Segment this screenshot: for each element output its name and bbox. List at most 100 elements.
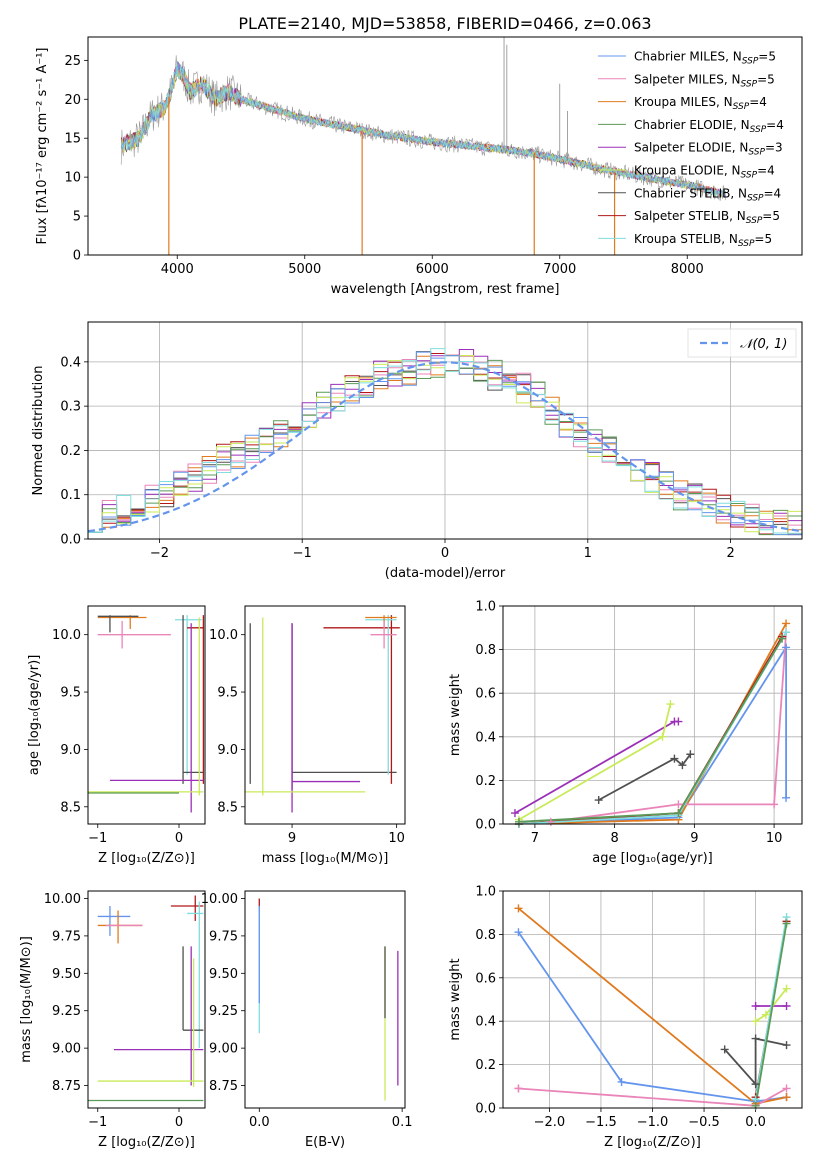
legend-label-normal: 𝒩(0, 1)	[740, 337, 787, 352]
x-tick-label: 4000	[161, 262, 194, 277]
y-tick-label: 9.75	[52, 929, 81, 944]
chabrier_miles-series-line	[517, 931, 787, 1103]
legend-label-kroupa_elodie: Kroupa ELODIE, NSSP=4	[634, 164, 775, 181]
y-tick-label: 9.0	[60, 743, 81, 758]
salpeter_miles-point	[674, 800, 683, 809]
y-axis-label: mass weight	[448, 674, 463, 756]
chabrier_stelib-point	[678, 761, 687, 770]
x-tick-label: 0	[441, 546, 449, 561]
y-tick-label: 10.0	[209, 628, 238, 643]
y-axis-label: age [log₁₀(age/yr)]	[27, 655, 42, 776]
chabrier_stelib-point	[751, 1034, 760, 1043]
z_weight-frame	[502, 890, 803, 1109]
kroupa_stelib-series-line	[754, 916, 788, 1100]
x-tick-label: 10	[766, 831, 783, 846]
y-tick-label: 20	[64, 93, 81, 108]
y-axis-label: Flux [fλ10⁻¹⁷ erg cm⁻² s⁻¹ A⁻¹]	[35, 48, 50, 245]
legend-label-salpeter_stelib: Salpeter STELIB, NSSP=5	[634, 209, 780, 226]
kroupa_miles-point	[782, 1093, 791, 1102]
chabrier_miles-point	[617, 1077, 626, 1086]
legend-label-text: Kroupa MILES, N	[634, 95, 733, 109]
legend-label-text: Chabrier MILES, N	[634, 50, 742, 64]
kroupa_elodie-series-line	[518, 703, 672, 821]
mass_age-plot-area	[245, 615, 400, 813]
x-tick-label: 0.1	[392, 1115, 413, 1130]
y-tick-label: 10.00	[44, 892, 81, 907]
kroupa_miles-point	[514, 904, 523, 913]
residuals-plot-area	[88, 322, 802, 539]
legend-label-sub: SSP	[741, 171, 758, 181]
y-tick-label: 9.00	[52, 1042, 81, 1057]
x-tick-label: −0.5	[688, 1115, 720, 1130]
z_age-frame	[87, 605, 206, 825]
salpeter_miles-point	[770, 800, 779, 809]
legend-label-sub: SSP	[748, 148, 765, 158]
legend-label-val: =5	[762, 209, 780, 223]
chabrier_stelib-point	[670, 754, 679, 763]
legend-label-sub: SSP	[746, 216, 763, 226]
salpeter_miles-series-line	[550, 632, 787, 823]
kroupa_elodie-point	[782, 984, 791, 993]
legend-label-chabrier_elodie: Chabrier ELODIE, NSSP=4	[634, 118, 784, 135]
x-tick-label: −1.5	[585, 1115, 617, 1130]
z_mass-panel: −1 0 8.75 9.00 9.25 9.50 9.75 10.00 Z [log₁₀(Z/Z…	[19, 890, 206, 1150]
x-tick-label: −2.0	[534, 1115, 566, 1130]
y-tick-label: 8.75	[209, 1079, 238, 1094]
age_weight-plot-area	[503, 606, 802, 824]
y-tick-label: 5	[73, 210, 81, 225]
kroupa_stelib-histogram	[88, 348, 802, 534]
x-tick-label: 10	[388, 831, 405, 846]
legend-label-text: Chabrier ELODIE, N	[634, 118, 750, 132]
age_weight-panel: 7 8 9 10 0.0 0.2 0.4 0.6 0.8 1.0 age [log₁₀(age/yr…	[448, 600, 803, 866]
legend-label-salpeter_miles: Salpeter MILES, NSSP=5	[634, 72, 775, 89]
x-tick-label: −2	[150, 546, 169, 561]
y-tick-label: 9.0	[217, 743, 238, 758]
legend-label-sub: SSP	[733, 102, 750, 112]
chabrier_elodie-point	[674, 809, 683, 818]
x-tick-label: 1	[584, 546, 592, 561]
y-tick-label: 9.25	[209, 1004, 238, 1019]
x-axis-label: Z [log₁₀(Z/Z⊙)]	[98, 1135, 195, 1150]
legend-label-chabrier_miles: Chabrier MILES, NSSP=5	[634, 50, 776, 67]
kroupa_stelib-series-line	[518, 631, 787, 824]
x-axis-label: mass [log₁₀(M/M⊙)]	[262, 851, 389, 866]
spectrum-panel: 4000 5000 6000 7000 8000 0 5 10 15 20 25 wavelength…	[35, 36, 803, 297]
y-tick-label: 0	[73, 249, 81, 264]
x-tick-label: 5000	[288, 262, 321, 277]
y-tick-label: 1.0	[475, 885, 496, 900]
x-tick-label: −1	[88, 831, 107, 846]
ebv_mass-panel: 0.0 0.1 8.75 9.00 9.25 9.50 9.75 10.00 E(B-V)	[201, 890, 413, 1150]
ebv_mass-plot-area	[258, 898, 399, 1101]
z_mass-frame	[87, 890, 206, 1109]
chabrier_elodie-point	[778, 634, 787, 643]
chabrier_stelib-series-line	[724, 1037, 787, 1087]
y-tick-label: 0.3	[60, 400, 81, 415]
chabrier_miles-series-line	[518, 644, 787, 824]
x-tick-label: −1	[88, 1115, 107, 1130]
chabrier_stelib-point	[782, 1041, 791, 1050]
spectrum-plot-area	[120, 37, 726, 255]
z_mass-plot-area	[88, 895, 204, 1102]
y-tick-label: 8.5	[217, 800, 238, 815]
legend-label-val: =4	[764, 186, 782, 200]
x-tick-label: 9	[690, 831, 698, 846]
residuals-frame	[87, 321, 803, 540]
mass_age-frame	[244, 605, 406, 825]
chabrier_miles-point	[782, 793, 791, 802]
salpeter_miles-point	[514, 1084, 523, 1093]
y-tick-label: 25	[64, 54, 81, 69]
legend-label-kroupa_stelib: Kroupa STELIB, NSSP=5	[634, 232, 772, 249]
chabrier_elodie-series-line	[518, 638, 783, 823]
salpeter_miles-point	[782, 1084, 791, 1093]
kroupa_miles-point	[782, 619, 791, 628]
legend-label-sub: SSP	[742, 57, 759, 67]
chabrier_miles-point	[514, 928, 523, 937]
chabrier_miles-point	[782, 643, 791, 652]
y-tick-label: 10	[64, 171, 81, 186]
y-tick-label: 1.0	[475, 600, 496, 615]
spectrum-frame	[87, 36, 803, 256]
salpeter_elodie-point	[751, 1002, 760, 1011]
y-axis-label: Normed distribution	[31, 366, 46, 496]
legend-label-text: Salpeter ELODIE, N	[634, 141, 748, 155]
